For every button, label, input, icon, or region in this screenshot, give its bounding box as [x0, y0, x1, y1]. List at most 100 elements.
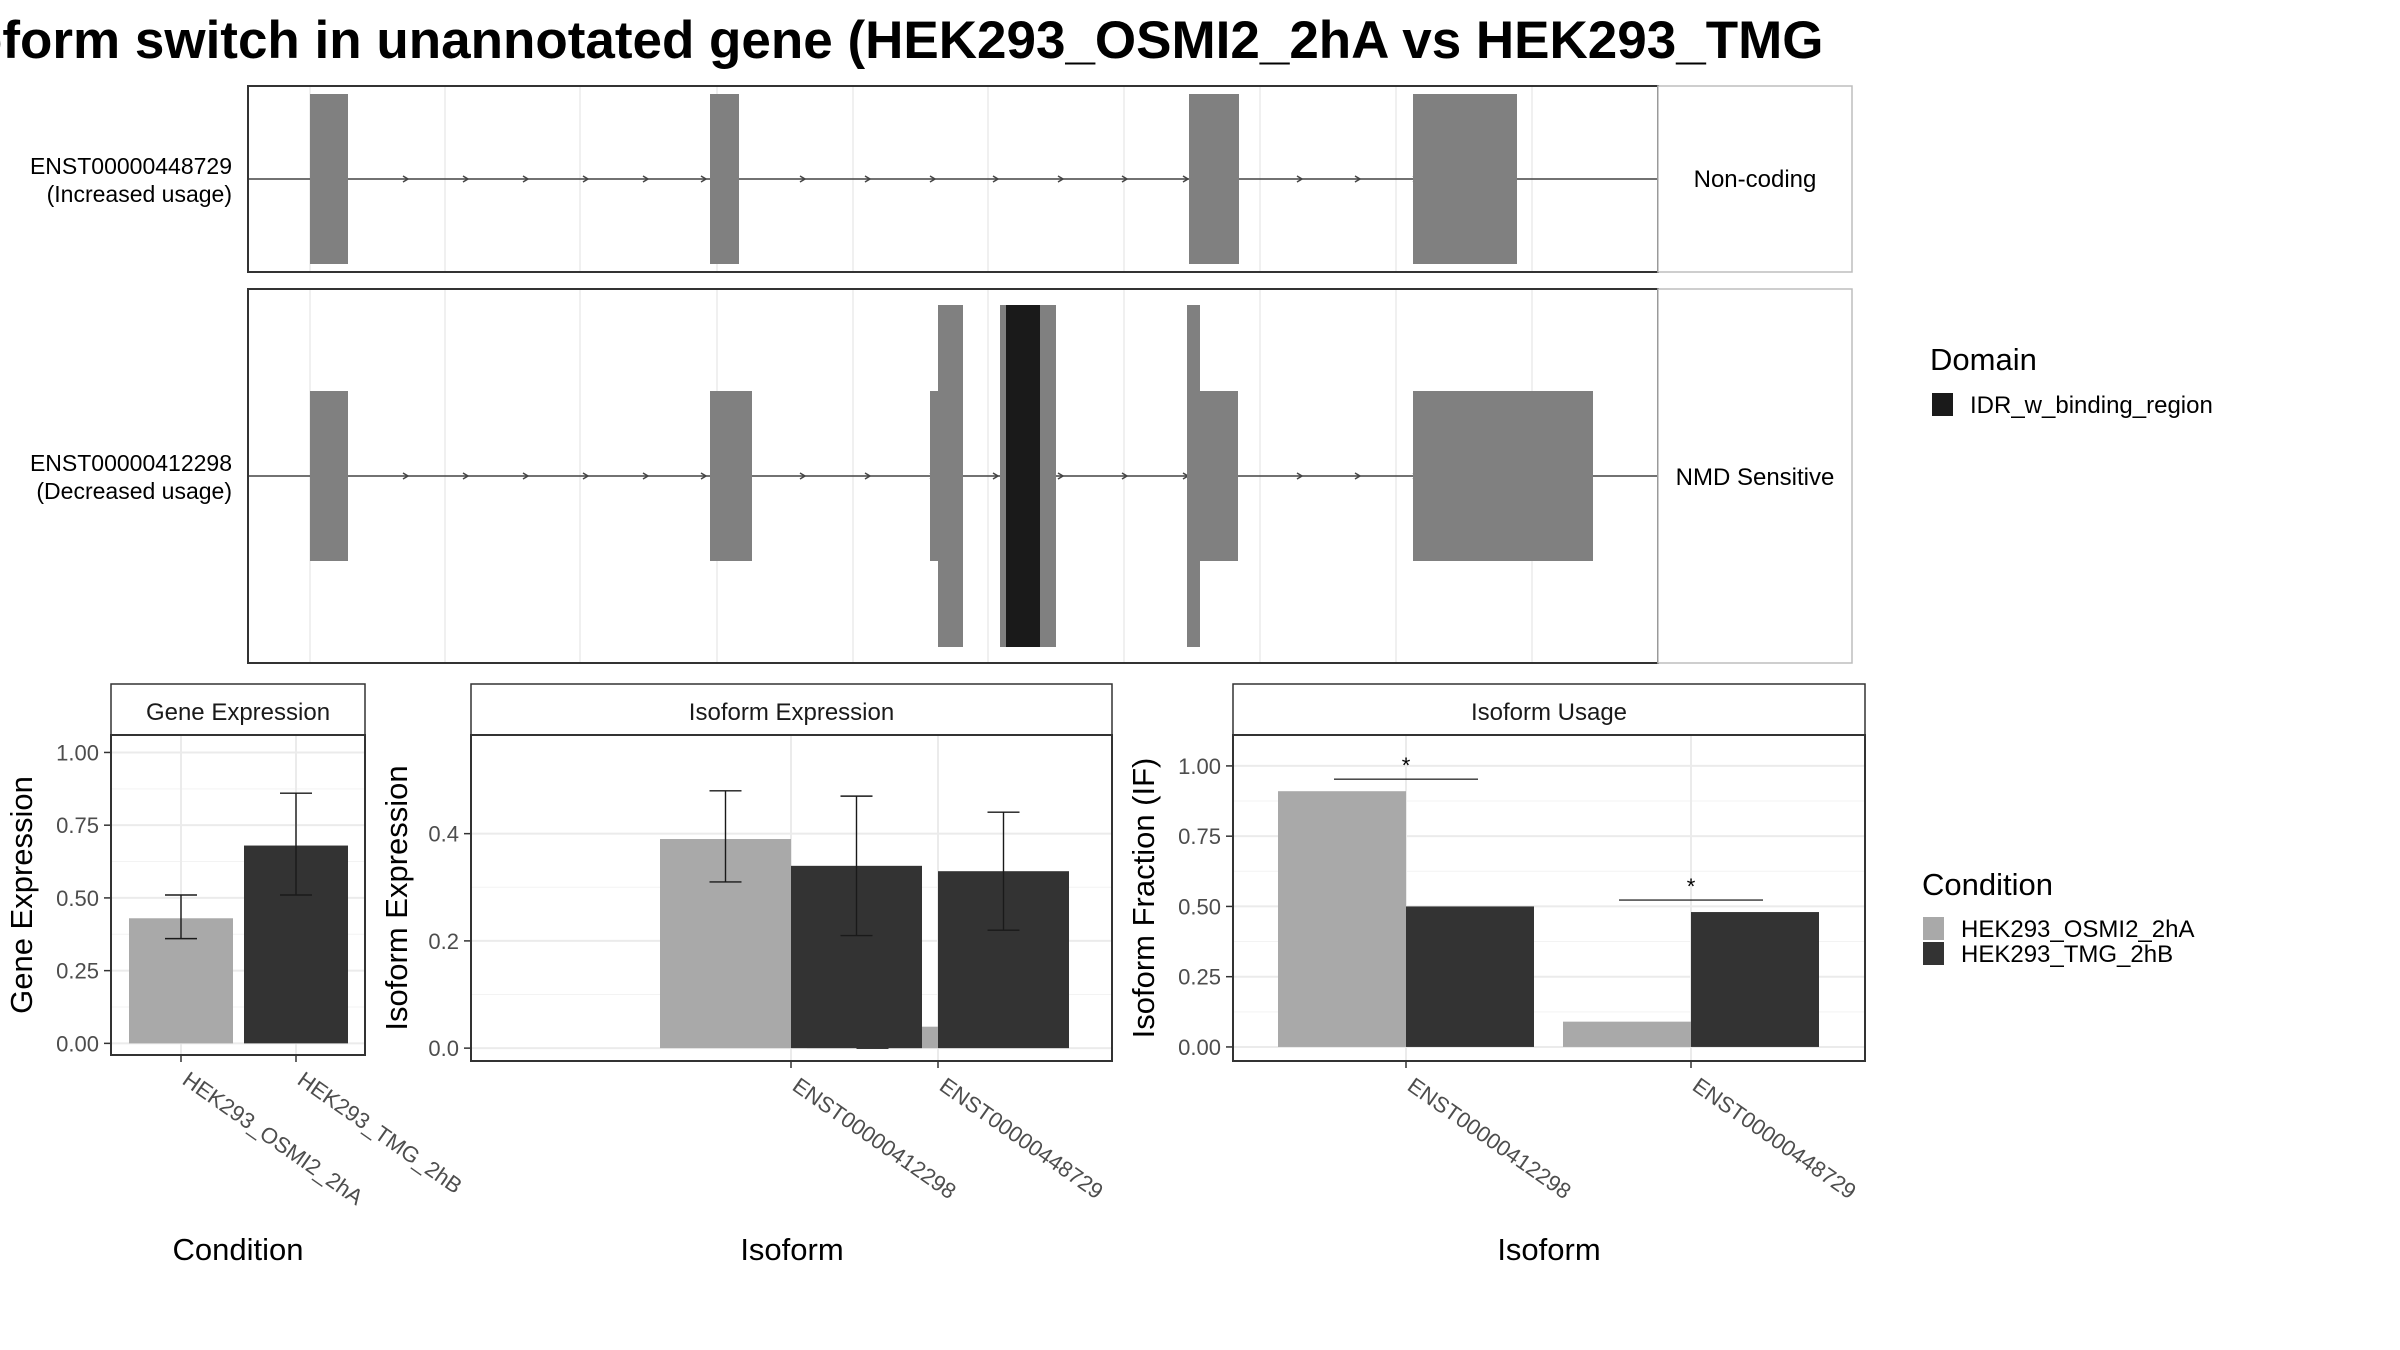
exon-3-utr	[930, 391, 938, 561]
y-tick-label: 0.25	[1178, 965, 1221, 990]
transcript-panel-2: ENST00000412298 (Decreased usage) NMD Se…	[30, 288, 1853, 664]
x-tick-label: ENST00000412298	[1403, 1073, 1576, 1204]
domain-legend-swatch	[1932, 393, 1953, 416]
intron-arrow-icon	[582, 472, 590, 480]
intron-arrow-icon	[462, 472, 470, 480]
transcript-1-id: ENST00000448729	[30, 153, 232, 179]
condition-legend-label-tmg: HEK293_TMG_2hB	[1961, 941, 2173, 968]
intron-arrow-icon	[1296, 175, 1304, 183]
y-tick-label: 0.4	[428, 822, 459, 847]
intron-arrow-icon	[992, 175, 1000, 183]
significance-star: *	[1402, 753, 1411, 778]
bar-HEK293_OSMI2_2hA-ENST00000412298	[1278, 791, 1406, 1047]
intron-arrow-icon	[402, 175, 410, 183]
figure-title: oform switch in unannotated gene (HEK293…	[0, 11, 1823, 70]
x-axis-title: Isoform	[1497, 1232, 1600, 1267]
exon-5-utr	[1200, 391, 1238, 561]
intron-arrow-icon	[1057, 175, 1065, 183]
chart-strip	[470, 683, 1113, 736]
exon-3-cds	[938, 305, 963, 647]
exon-2	[710, 94, 739, 264]
significance-star: *	[1687, 874, 1696, 899]
error-bar	[987, 811, 1020, 931]
y-axis-title: Isoform Expression	[379, 765, 414, 1030]
y-tick-label: 0.75	[56, 813, 99, 838]
isoform-usage-chart: Isoform Usage 0.00 0.25 0.50 0.75 1.00 * * ENST0…	[1126, 683, 1866, 1267]
chart-title: Isoform Usage	[1471, 699, 1627, 726]
domain-legend-label: IDR_w_binding_region	[1970, 392, 2213, 419]
isoform-expression-chart: Isoform Expression0.00.20.4ENST000004122…	[379, 683, 1113, 1267]
y-tick-label: 0.50	[56, 886, 99, 911]
intron-arrow-icon	[1354, 472, 1362, 480]
idr-domain-block	[1006, 305, 1040, 647]
intron-arrow-icon	[864, 175, 872, 183]
transcript-2-usage-label: (Decreased usage)	[36, 478, 232, 504]
transcript-1-strip	[1657, 85, 1853, 273]
intron-arrow-icon	[799, 175, 807, 183]
intron-arrow-icon	[1296, 472, 1304, 480]
intron-arrow-icon	[582, 175, 590, 183]
y-tick-label: 1.00	[56, 740, 99, 765]
y-tick-label: 0.00	[56, 1031, 99, 1056]
chart-strip	[1232, 683, 1866, 736]
transcript-2-exons	[310, 305, 1593, 647]
intron-arrow-icon	[799, 472, 807, 480]
transcript-1-type-label: Non-coding	[1694, 166, 1817, 193]
intron-arrow-icon	[700, 175, 708, 183]
bar-HEK293_TMG_2hB-ENST00000412298	[1406, 906, 1534, 1047]
domain-legend-title: Domain	[1930, 342, 2037, 377]
exon-6	[1413, 391, 1593, 561]
intron-arrow-icon	[992, 472, 1000, 480]
intron-arrow-icon	[1121, 472, 1129, 480]
transcript-1-exons	[310, 94, 1517, 264]
intron-arrow-icon	[864, 472, 872, 480]
y-tick-label: 0.2	[428, 929, 459, 954]
y-tick-label: 0.75	[1178, 824, 1221, 849]
y-tick-label: 0.0	[428, 1036, 459, 1061]
x-tick-label: ENST00000448729	[1688, 1073, 1861, 1204]
chart-panel-border	[1232, 734, 1866, 1062]
condition-legend-swatch-osmi	[1923, 917, 1944, 940]
intron-arrow-icon	[929, 175, 937, 183]
intron-arrow-icon	[1354, 175, 1362, 183]
transcript-2-id: ENST00000412298	[30, 450, 232, 476]
y-tick-label: 0.50	[1178, 894, 1221, 919]
x-tick-label: ENST00000448729	[935, 1073, 1108, 1204]
condition-legend: Condition HEK293_OSMI2_2hA HEK293_TMG_2h…	[1922, 867, 2194, 968]
y-axis-title: Gene Expression	[4, 776, 39, 1014]
intron-arrow-icon	[642, 175, 650, 183]
exon-1	[310, 94, 348, 264]
intron-arrow-icon	[522, 472, 530, 480]
intron-arrow-icon	[642, 472, 650, 480]
bar-HEK293_TMG_2hB-ENST00000448729	[1691, 912, 1819, 1047]
error-bar	[280, 792, 312, 896]
x-axis-title: Condition	[173, 1232, 304, 1267]
y-tick-label: 0.00	[1178, 1035, 1221, 1060]
condition-legend-title: Condition	[1922, 867, 2053, 902]
condition-legend-swatch-tmg	[1923, 942, 1944, 965]
exon-5-cds	[1187, 305, 1200, 647]
chart-title: Gene Expression	[146, 699, 330, 726]
bar-HEK293_OSMI2_2hA-ENST00000448729	[1563, 1021, 1691, 1047]
condition-legend-label-osmi: HEK293_OSMI2_2hA	[1961, 916, 2194, 943]
error-bar	[709, 790, 742, 883]
intron-arrow-icon	[1182, 175, 1190, 183]
exon-2	[710, 391, 752, 561]
exon-4	[1413, 94, 1517, 264]
intron-arrow-icon	[402, 472, 410, 480]
intron-arrow-icon	[1121, 175, 1129, 183]
chart-panel-border	[110, 734, 366, 1056]
intron-arrow-icon	[522, 175, 530, 183]
error-bar	[165, 894, 197, 940]
chart-strip	[110, 683, 366, 736]
transcript-2-type-label: NMD Sensitive	[1676, 464, 1835, 491]
intron-arrow-icon	[1057, 472, 1065, 480]
error-bar	[840, 795, 873, 937]
transcript-2-strip	[1657, 288, 1853, 664]
transcript-1-usage-label: (Increased usage)	[47, 181, 232, 207]
domain-legend: Domain IDR_w_binding_region	[1930, 342, 2213, 419]
y-tick-label: 0.25	[56, 959, 99, 984]
transcript-panel-1: ENST00000448729 (Increased usage) Non-co…	[30, 85, 1853, 273]
intron-arrow-icon	[700, 472, 708, 480]
